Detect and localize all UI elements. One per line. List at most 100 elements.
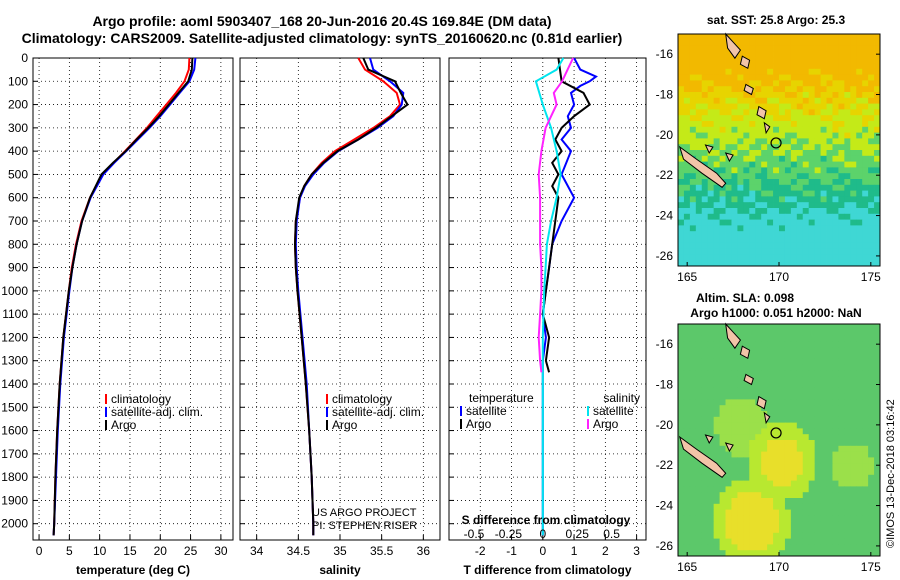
map-cell [761, 167, 768, 174]
map-cell [844, 74, 851, 81]
map-cell [755, 260, 762, 267]
map-cell [796, 329, 804, 336]
map-cell [779, 335, 786, 342]
map-cell [838, 544, 845, 551]
map-cell [844, 428, 851, 435]
map-cell [725, 167, 732, 174]
map-x-tick-label: 165 [677, 560, 697, 574]
map-cell [832, 463, 839, 470]
map-cell [761, 155, 768, 162]
map-cell [678, 532, 685, 539]
map-cell [832, 509, 839, 516]
map-cell [850, 347, 857, 354]
map-cell [826, 63, 833, 70]
map-cell [695, 92, 703, 99]
map-cell [761, 74, 768, 81]
map-cell [790, 445, 798, 452]
map-cell [743, 260, 750, 267]
map-cell [802, 34, 810, 41]
map-cell [737, 155, 744, 162]
map-cell [814, 68, 821, 75]
map-cell [773, 376, 780, 383]
map-cell [678, 92, 685, 99]
map-cell [802, 358, 810, 365]
map-cell [844, 347, 851, 354]
map-cell [767, 121, 774, 128]
map-cell [814, 434, 821, 441]
map-cell [767, 260, 774, 267]
map-cell [832, 538, 839, 545]
map-cell [826, 92, 833, 99]
map-cell [707, 422, 715, 429]
map-cell [796, 544, 804, 551]
map-cell [868, 434, 875, 441]
map-cell [790, 457, 798, 464]
map-cell [689, 382, 697, 389]
map-cell [689, 242, 697, 249]
map-cell [689, 538, 697, 545]
map-cell [832, 451, 839, 458]
map-cell [850, 121, 857, 128]
map-cell [802, 428, 810, 435]
map-cell [826, 341, 833, 348]
map-cell [737, 45, 744, 52]
map-cell [773, 387, 780, 394]
map-cell [678, 115, 685, 122]
map-cell [725, 492, 732, 499]
map-cell [796, 173, 804, 180]
map-cell [802, 382, 810, 389]
map-cell [796, 45, 804, 52]
map-cell [701, 486, 709, 493]
map-cell [743, 161, 750, 168]
map-cell [784, 103, 792, 110]
map-cell [767, 213, 774, 220]
map-cell [790, 515, 798, 522]
map-cell [874, 150, 881, 157]
map-cell [826, 405, 833, 412]
map-cell [743, 196, 750, 203]
map-cell [731, 202, 738, 209]
map-cell [850, 341, 857, 348]
map-cell [820, 457, 827, 464]
map-cell [790, 260, 798, 267]
map-cell [683, 92, 691, 99]
map-cell [838, 353, 845, 360]
map-cell [678, 486, 685, 493]
map-cell [701, 341, 709, 348]
map-cell [755, 329, 762, 336]
map-cell [737, 474, 744, 481]
land-mass [678, 435, 727, 478]
map-cell [844, 34, 851, 41]
map-cell [695, 213, 703, 220]
map-cell [802, 376, 810, 383]
map-cell [790, 492, 798, 499]
map-cell [773, 515, 780, 522]
map-cell [814, 121, 821, 128]
map-cell [826, 51, 833, 58]
map-cell [731, 411, 738, 418]
map-cell [683, 480, 691, 487]
map-cell [719, 550, 726, 557]
map-cell [856, 132, 863, 139]
map-cell [832, 173, 839, 180]
map-cell [701, 527, 709, 534]
map-cell [755, 121, 762, 128]
map-cell [802, 231, 810, 238]
map-cell [826, 480, 833, 487]
map-cell [808, 492, 816, 499]
map-cell [749, 219, 756, 226]
map-cell [784, 92, 792, 99]
map-cell [802, 138, 810, 145]
map-cell [856, 538, 863, 545]
map-cell [737, 92, 744, 99]
map-cell [790, 132, 798, 139]
map-cell [856, 544, 863, 551]
map-cell [832, 68, 839, 75]
map-cell [695, 393, 703, 400]
map-cell [779, 115, 786, 122]
map-cell [755, 503, 762, 510]
map-cell [713, 126, 720, 133]
map-cell [784, 329, 792, 336]
map-cell [731, 329, 738, 336]
map-cell [719, 509, 726, 516]
